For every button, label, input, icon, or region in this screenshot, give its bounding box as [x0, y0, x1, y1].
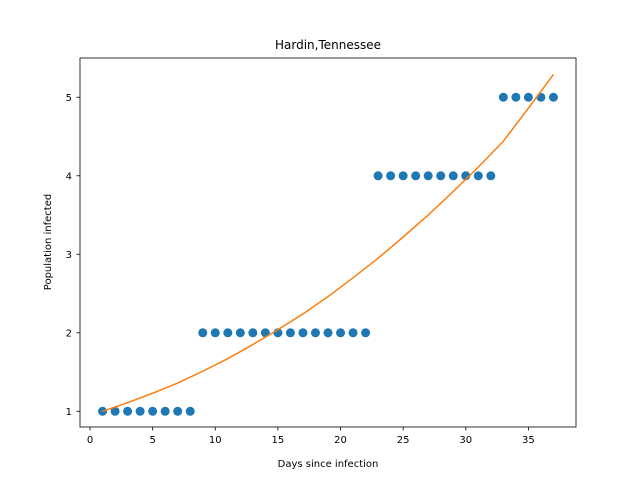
data-point — [135, 406, 145, 416]
data-point — [511, 92, 521, 102]
data-point — [160, 406, 170, 416]
data-point — [110, 406, 120, 416]
data-point — [185, 406, 195, 416]
data-point — [436, 171, 446, 181]
data-point — [298, 328, 308, 338]
x-tick-label: 0 — [87, 435, 93, 446]
data-point — [398, 171, 408, 181]
x-tick-label: 5 — [149, 435, 155, 446]
data-point — [285, 328, 295, 338]
data-point — [248, 328, 258, 338]
data-point — [536, 92, 546, 102]
y-tick-label: 1 — [66, 407, 72, 418]
x-tick-label: 30 — [459, 435, 472, 446]
y-tick-label: 3 — [66, 250, 72, 261]
data-point — [386, 171, 396, 181]
x-tick-label: 25 — [397, 435, 410, 446]
data-point — [548, 92, 558, 102]
x-axis-label: Days since infection — [278, 459, 379, 470]
chart-title: Hardin,Tennessee — [275, 38, 381, 52]
data-point — [235, 328, 245, 338]
y-tick-label: 5 — [66, 93, 72, 104]
y-tick-label: 4 — [66, 171, 72, 182]
data-point — [173, 406, 183, 416]
data-point — [98, 406, 108, 416]
data-point — [523, 92, 533, 102]
x-tick-label: 20 — [334, 435, 347, 446]
data-point — [123, 406, 133, 416]
data-point — [323, 328, 333, 338]
data-point — [348, 328, 358, 338]
data-point — [448, 171, 458, 181]
data-point — [373, 171, 383, 181]
x-tick-label: 15 — [272, 435, 285, 446]
data-point — [310, 328, 320, 338]
data-point — [486, 171, 496, 181]
plot-frame — [79, 57, 577, 428]
data-point — [198, 328, 208, 338]
data-point — [473, 171, 483, 181]
x-tick-label: 35 — [522, 435, 535, 446]
data-point — [423, 171, 433, 181]
data-point — [210, 328, 220, 338]
y-tick-label: 2 — [66, 328, 72, 339]
data-point — [223, 328, 233, 338]
data-point — [148, 406, 158, 416]
data-point — [498, 92, 508, 102]
y-axis-label: Population infected — [43, 194, 54, 290]
fit-line — [102, 74, 555, 413]
data-point — [336, 328, 346, 338]
data-point — [411, 171, 421, 181]
x-tick-label: 10 — [209, 435, 222, 446]
data-point — [361, 328, 371, 338]
